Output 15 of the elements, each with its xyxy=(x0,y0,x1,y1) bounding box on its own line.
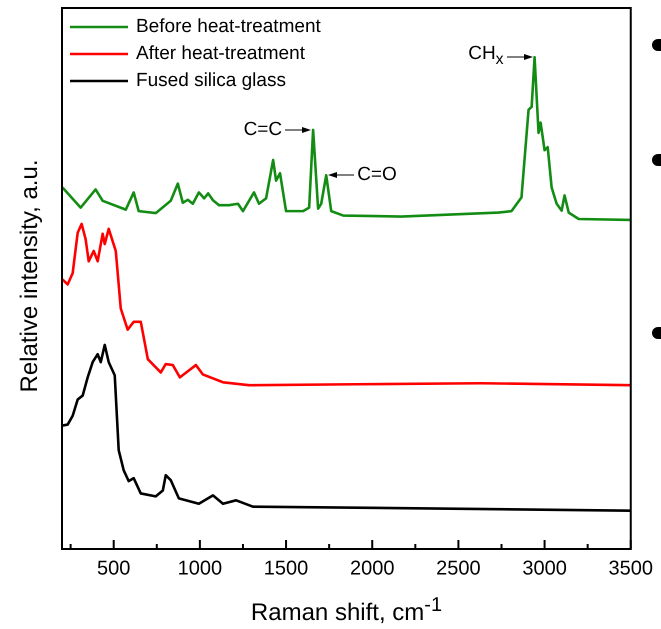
x-tick-label: 3500 xyxy=(608,558,654,580)
x-tick-label: 3000 xyxy=(522,558,567,580)
annotation: CH$_{x}$ xyxy=(468,42,504,70)
legend-label: After heat-treatment xyxy=(136,43,306,64)
x-tick-label: 2000 xyxy=(350,558,394,580)
x-tick-label: 1500 xyxy=(264,558,308,580)
x-tick-label: 500 xyxy=(97,558,130,580)
y-axis-title: Relative intensity, a.u. xyxy=(16,159,44,393)
x-axis-title: Raman shift, cm$^{-1}$ xyxy=(250,594,444,627)
annotation: C=O xyxy=(357,163,397,188)
legend-label: Before heat-treatment xyxy=(136,16,322,38)
annotation: C=C xyxy=(244,118,282,142)
x-tick-label: 1000 xyxy=(178,558,222,580)
x-tick-label: 2500 xyxy=(436,558,481,580)
legend-label: Fused silica glass xyxy=(136,70,286,92)
